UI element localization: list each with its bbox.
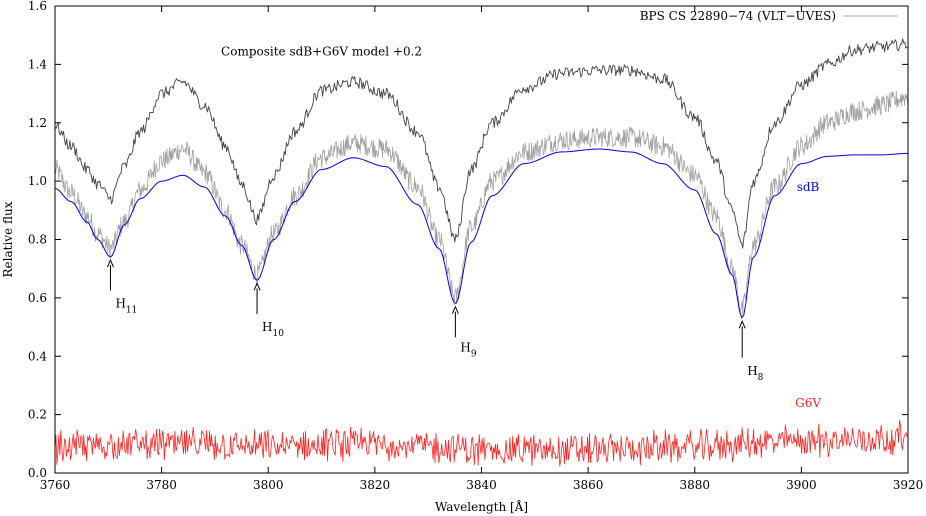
series-line-composite xyxy=(54,38,909,249)
legend-entry-label: BPS CS 22890−74 (VLT−UVES) xyxy=(640,9,836,23)
y-tick-label: 1.0 xyxy=(28,174,47,188)
x-tick-label: 3760 xyxy=(40,478,71,492)
series-line-sdb xyxy=(54,148,909,319)
tick-layer: 3760 3780 3800 3820 3840 3860 3880 3900 3920 0.0 0… xyxy=(28,0,923,492)
x-tick-label: 3880 xyxy=(679,478,710,492)
y-tick-label: 1.6 xyxy=(28,0,47,13)
x-axis-label: Wavelength [Å] xyxy=(435,499,528,514)
y-tick-label: 0.2 xyxy=(28,408,47,422)
x-tick-label: 3780 xyxy=(146,478,177,492)
y-tick-label: 0.4 xyxy=(28,349,47,363)
line-marker-label: H10 xyxy=(262,320,284,339)
line-marker-arrowhead xyxy=(106,258,114,268)
line-marker-arrowhead xyxy=(253,282,261,291)
composite-model-label: Composite sdB+G6V model +0.2 xyxy=(221,45,422,59)
y-tick-label: 1.2 xyxy=(28,116,47,130)
line-marker-label: H8 xyxy=(747,364,763,383)
line-marker-label: H11 xyxy=(115,297,137,316)
line-marker-arrowhead xyxy=(451,305,459,314)
x-tick-label: 3900 xyxy=(786,478,817,492)
y-tick-label: 1.4 xyxy=(28,57,47,71)
line-marker-arrowhead xyxy=(738,320,746,329)
line-marker-label: H9 xyxy=(460,340,476,359)
g6v-series-label: G6V xyxy=(795,396,821,410)
y-tick-label: 0.0 xyxy=(28,466,47,480)
x-tick-label: 3920 xyxy=(893,478,924,492)
y-tick-label: 0.6 xyxy=(28,291,47,305)
series-layer xyxy=(54,38,909,467)
series-line-observed xyxy=(54,90,909,314)
y-axis-label: Relative flux xyxy=(1,201,15,277)
sdb-series-label: sdB xyxy=(797,180,820,194)
x-tick-label: 3860 xyxy=(573,478,604,492)
series-line-g6v xyxy=(54,419,908,467)
y-tick-label: 0.8 xyxy=(28,233,47,247)
x-tick-label: 3800 xyxy=(253,478,284,492)
x-tick-label: 3840 xyxy=(466,478,497,492)
line-marker-layer: H11 H10 H9 H8 xyxy=(106,258,764,383)
x-tick-label: 3820 xyxy=(360,478,391,492)
